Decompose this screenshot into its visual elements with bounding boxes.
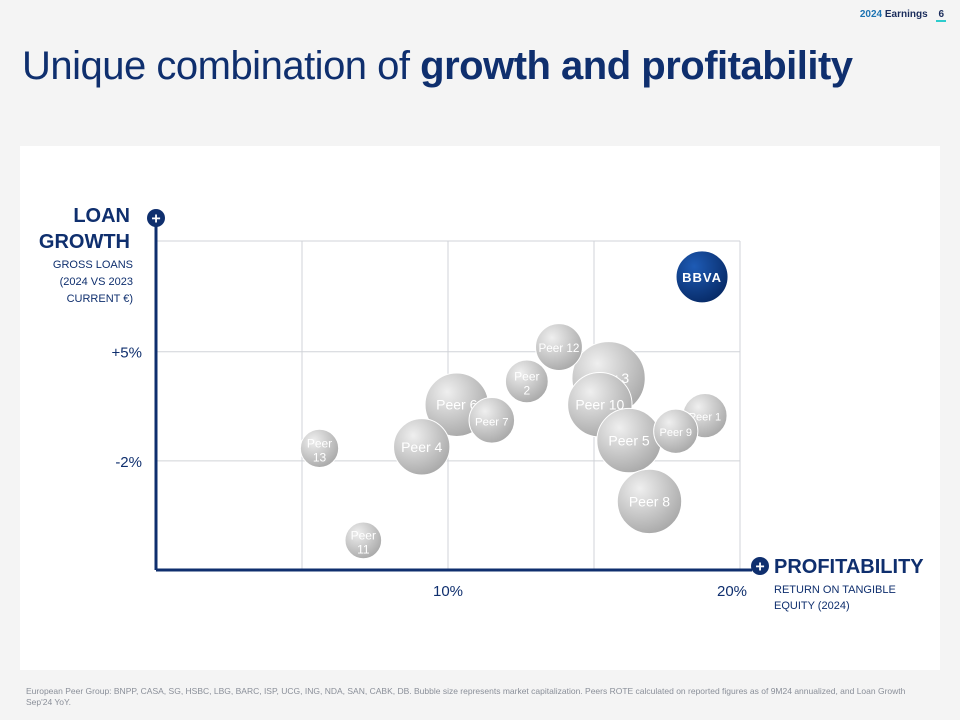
y-tick-label: -2% [115,454,142,471]
bubble-label-line1: Peer [307,436,332,450]
bubble-peer-7: Peer 7 [468,397,516,444]
axes: ++ [147,209,769,576]
bubble-peer-2: Peer 2 [504,359,549,404]
footnote: European Peer Group: BNPP, CASA, SG, HSB… [26,686,906,707]
bubble-peer-13: Peer 13 [299,428,340,469]
bubble-circle-peer-4 [393,418,451,476]
bubble-label-peer-13: Peer 13 [307,436,332,464]
y-tick-label: +5% [112,345,142,362]
y-plus-circle [147,209,165,227]
bubble-circle-peer-8 [616,468,683,535]
bubble-label-peer-4: Peer 4 [401,439,442,455]
bubble-circle-bbva [675,250,729,304]
bubble-label-peer-11: Peer 11 [351,528,376,556]
bubble-circle-peer-11 [344,521,383,560]
bubble-peer-5: Peer 5 [596,407,662,474]
bubble-peer-4: Peer 4 [393,418,451,476]
page-title: Unique combination of growth and profita… [22,44,853,89]
bubble-label-line1: Peer [351,528,376,542]
x-tick-label: 10% [433,583,463,600]
bubble-circle-peer-13 [299,428,340,469]
y-axis-subtitle-line2: (2024 VS 2023 [60,276,133,288]
bubble-label-peer-8: Peer 8 [629,493,670,509]
x-tick-label: 20% [717,583,747,600]
bubble-label-line1: Peer [514,369,539,383]
header-section: Earnings [884,9,928,20]
page-header: 2024 Earnings 6 [860,9,946,22]
page-number: 6 [936,9,946,22]
bubble-peer-8: Peer 8 [616,468,683,535]
title-bold: growth and profitability [420,44,853,88]
x-axis-title: PROFITABILITY [774,556,924,578]
y-axis-title-line2: GROWTH [39,231,130,253]
bubble-bbva: BBVA [675,250,729,304]
bubble-label-line2: 13 [313,450,327,464]
title-light: Unique combination of [22,44,421,88]
bubble-label-peer-1: Peer 1 [689,412,722,424]
bubble-peer-12: Peer 12 [535,323,583,371]
bubble-peer-9: Peer 9 [653,408,699,454]
bubble-circle-peer-9 [653,408,699,454]
bubble-label-line2: 11 [357,542,370,556]
x-plus-symbol: + [755,559,764,576]
bubble-circle-peer-2 [504,359,549,404]
y-axis-plus-icon: + [147,209,165,228]
header-year: 2024 [859,9,883,20]
bubble-peer-11: Peer 11 [344,521,383,560]
x-axis-plus-icon: + [751,557,769,576]
bubble-label-peer-9: Peer 9 [660,427,693,439]
bubble-label-peer-7: Peer 7 [475,416,509,428]
bubble-label-peer-6: Peer 6 [436,397,477,413]
bubble-label-peer-12: Peer 12 [538,342,579,355]
bubble-label-bbva: BBVA [682,270,722,285]
y-axis-subtitle-line3: CURRENT €) [67,293,133,305]
bubble-label-peer-5: Peer 5 [608,433,649,449]
y-axis-title-line1: LOAN [73,205,130,227]
axis-labels: LOAN GROWTH GROSS LOANS (2024 VS 2023 CURREN… [39,205,924,612]
bubble-circle-peer-12 [535,323,583,371]
bubble-label-peer-2: Peer 2 [514,369,539,397]
y-axis-subtitle-line1: GROSS LOANS [53,259,133,271]
bubble-circle-peer-7 [468,397,516,444]
bubble-label-line2: 2 [523,383,530,397]
grid-lines [156,240,741,570]
x-axis-subtitle-line2: EQUITY (2024) [774,600,850,612]
x-plus-circle [751,557,769,575]
x-axis-subtitle-line1: RETURN ON TANGIBLE [774,584,896,596]
y-plus-symbol: + [151,211,160,228]
bubble-label-peer-10: Peer 10 [575,397,624,413]
